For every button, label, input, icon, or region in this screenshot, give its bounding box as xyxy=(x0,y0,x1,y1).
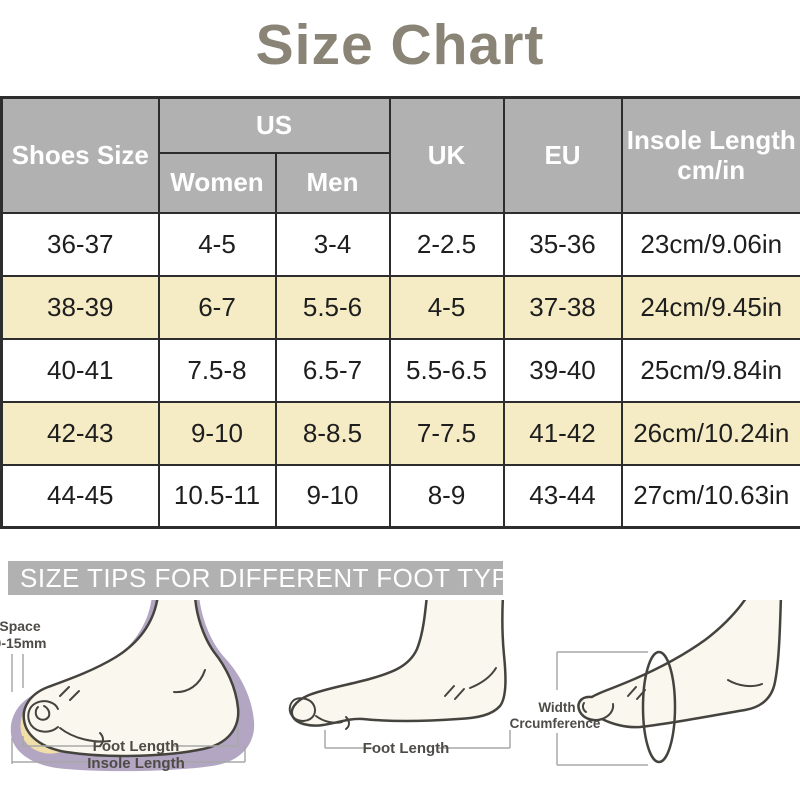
cell-insole-length: 26cm/10.24in xyxy=(620,400,800,466)
size-chart-table: Shoes Size US UK EU Insole Length cm/in … xyxy=(0,96,800,529)
cell-insole-length: 23cm/9.06in xyxy=(620,211,800,277)
cell-us-women: 6-7 xyxy=(157,274,277,340)
cell-eu: 39-40 xyxy=(502,337,623,403)
col-header-us-women: Women xyxy=(157,151,277,214)
cell-us-women: 9-10 xyxy=(157,400,277,466)
cell-eu: 37-38 xyxy=(502,274,623,340)
col-header-us: US xyxy=(157,96,391,154)
table-row: 40-41 7.5-8 6.5-7 5.5-6.5 39-40 25cm/9.8… xyxy=(0,337,800,403)
foot-shape xyxy=(22,600,240,758)
col-header-shoes-size: Shoes Size xyxy=(0,96,160,214)
col-header-us-men: Men xyxy=(274,151,391,214)
cell-us-women: 10.5-11 xyxy=(157,463,277,529)
cell-uk: 7-7.5 xyxy=(388,400,505,466)
foot-length-label: Foot Length xyxy=(93,738,180,755)
foot-shape xyxy=(577,600,783,729)
table-row: 38-39 6-7 5.5-6 4-5 37-38 24cm/9.45in xyxy=(0,274,800,340)
cell-insole-length: 24cm/9.45in xyxy=(620,274,800,340)
insole-length-label: Insole Length xyxy=(87,755,185,772)
space-value-label: 0-15mm xyxy=(0,635,46,651)
cell-insole-length: 27cm/10.63in xyxy=(620,463,800,529)
cell-us-men: 9-10 xyxy=(274,463,391,529)
cell-shoes-size: 44-45 xyxy=(0,463,160,529)
cell-shoes-size: 42-43 xyxy=(0,400,160,466)
cell-us-men: 6.5-7 xyxy=(274,337,391,403)
space-label: Space xyxy=(0,618,41,634)
cell-eu: 41-42 xyxy=(502,400,623,466)
cell-shoes-size: 40-41 xyxy=(0,337,160,403)
table-row: 44-45 10.5-11 9-10 8-9 43-44 27cm/10.63i… xyxy=(0,463,800,529)
cell-us-women: 7.5-8 xyxy=(157,337,277,403)
foot-length-label: Foot Length xyxy=(363,740,450,757)
size-tips-banner: SIZE TIPS FOR DIFFERENT FOOT TYPES xyxy=(8,561,545,595)
cell-shoes-size: 36-37 xyxy=(0,211,160,277)
cell-us-men: 8-8.5 xyxy=(274,400,391,466)
cell-eu: 43-44 xyxy=(502,463,623,529)
circumference-ellipse xyxy=(641,650,677,764)
cell-uk: 4-5 xyxy=(388,274,505,340)
table-row: 36-37 4-5 3-4 2-2.5 35-36 23cm/9.06in xyxy=(0,211,800,277)
page-title: Size Chart xyxy=(255,13,545,77)
col-header-eu: EU xyxy=(502,96,623,214)
col-header-uk: UK xyxy=(388,96,505,214)
cell-shoes-size: 38-39 xyxy=(0,274,160,340)
insole-header-line1: Insole Length xyxy=(626,125,796,156)
foot-shape xyxy=(290,600,507,727)
foot-side-insole-illustration: Space 0-15mm Foot Length Insole Length xyxy=(0,600,255,772)
cell-insole-length: 25cm/9.84in xyxy=(620,337,800,403)
circumference-label: Crcumference xyxy=(510,716,601,731)
cell-uk: 8-9 xyxy=(388,463,505,529)
cell-eu: 35-36 xyxy=(502,211,623,277)
cell-us-men: 5.5-6 xyxy=(274,274,391,340)
col-header-insole-length: Insole Length cm/in xyxy=(620,96,800,214)
cell-us-women: 4-5 xyxy=(157,211,277,277)
cell-uk: 5.5-6.5 xyxy=(388,337,505,403)
cell-us-men: 3-4 xyxy=(274,211,391,277)
insole-header-line2: cm/in xyxy=(677,155,746,186)
table-row: 42-43 9-10 8-8.5 7-7.5 41-42 26cm/10.24i… xyxy=(0,400,800,466)
foot-length-illustration: Foot Length xyxy=(288,600,511,757)
width-label: Width xyxy=(538,700,575,715)
width-circumference-illustration: Width Crcumference xyxy=(510,600,783,766)
cell-uk: 2-2.5 xyxy=(388,211,505,277)
